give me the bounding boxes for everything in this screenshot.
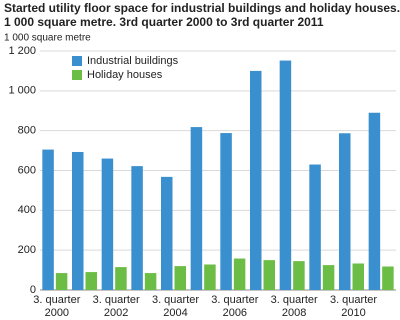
bar [204, 264, 216, 290]
bar [279, 60, 292, 291]
bar [131, 166, 143, 290]
bar [368, 112, 381, 290]
y-tick-label: 1 000 [8, 85, 36, 97]
bar [220, 133, 232, 290]
x-tick-label: 3. quarter 2004 [152, 294, 199, 319]
x-tick-label: 3. quarter 2010 [330, 294, 377, 319]
bar [85, 272, 97, 290]
bar [115, 267, 127, 290]
bar [339, 133, 351, 290]
bar [144, 273, 157, 290]
legend-label: Industrial buildings [87, 55, 179, 67]
bar [263, 260, 275, 290]
legend-swatch [72, 56, 82, 66]
chart-title: Started utility floor space for industri… [4, 1, 400, 29]
y-tick-label: 800 [18, 125, 36, 137]
y-tick-label: 0 [30, 284, 36, 296]
bar [174, 266, 186, 290]
x-tick-label: 3. quarter 2002 [93, 294, 140, 319]
x-tick-label: 3. quarter 2008 [271, 294, 318, 319]
bar [190, 127, 203, 290]
bar [382, 266, 394, 290]
x-tick-label: 3. quarter 2000 [33, 294, 80, 319]
legend-swatch [72, 70, 82, 80]
bar [72, 151, 84, 290]
y-tick-label: 600 [18, 164, 36, 176]
y-tick-label: 200 [18, 244, 36, 256]
legend-label: Holiday houses [87, 69, 163, 81]
y-tick-label: 1 200 [8, 45, 36, 57]
bar [101, 158, 114, 290]
bar [250, 70, 262, 291]
x-tick-label: 3. quarter 2006 [211, 294, 258, 319]
y-axis-label: 1 000 square metre [4, 33, 91, 44]
bar [293, 261, 305, 290]
bar [161, 176, 173, 290]
bar [55, 273, 68, 290]
bar [309, 164, 321, 290]
bar [42, 149, 54, 290]
y-tick-label: 400 [18, 204, 36, 216]
bar [233, 258, 246, 290]
bar [352, 263, 364, 290]
bar [322, 265, 335, 290]
